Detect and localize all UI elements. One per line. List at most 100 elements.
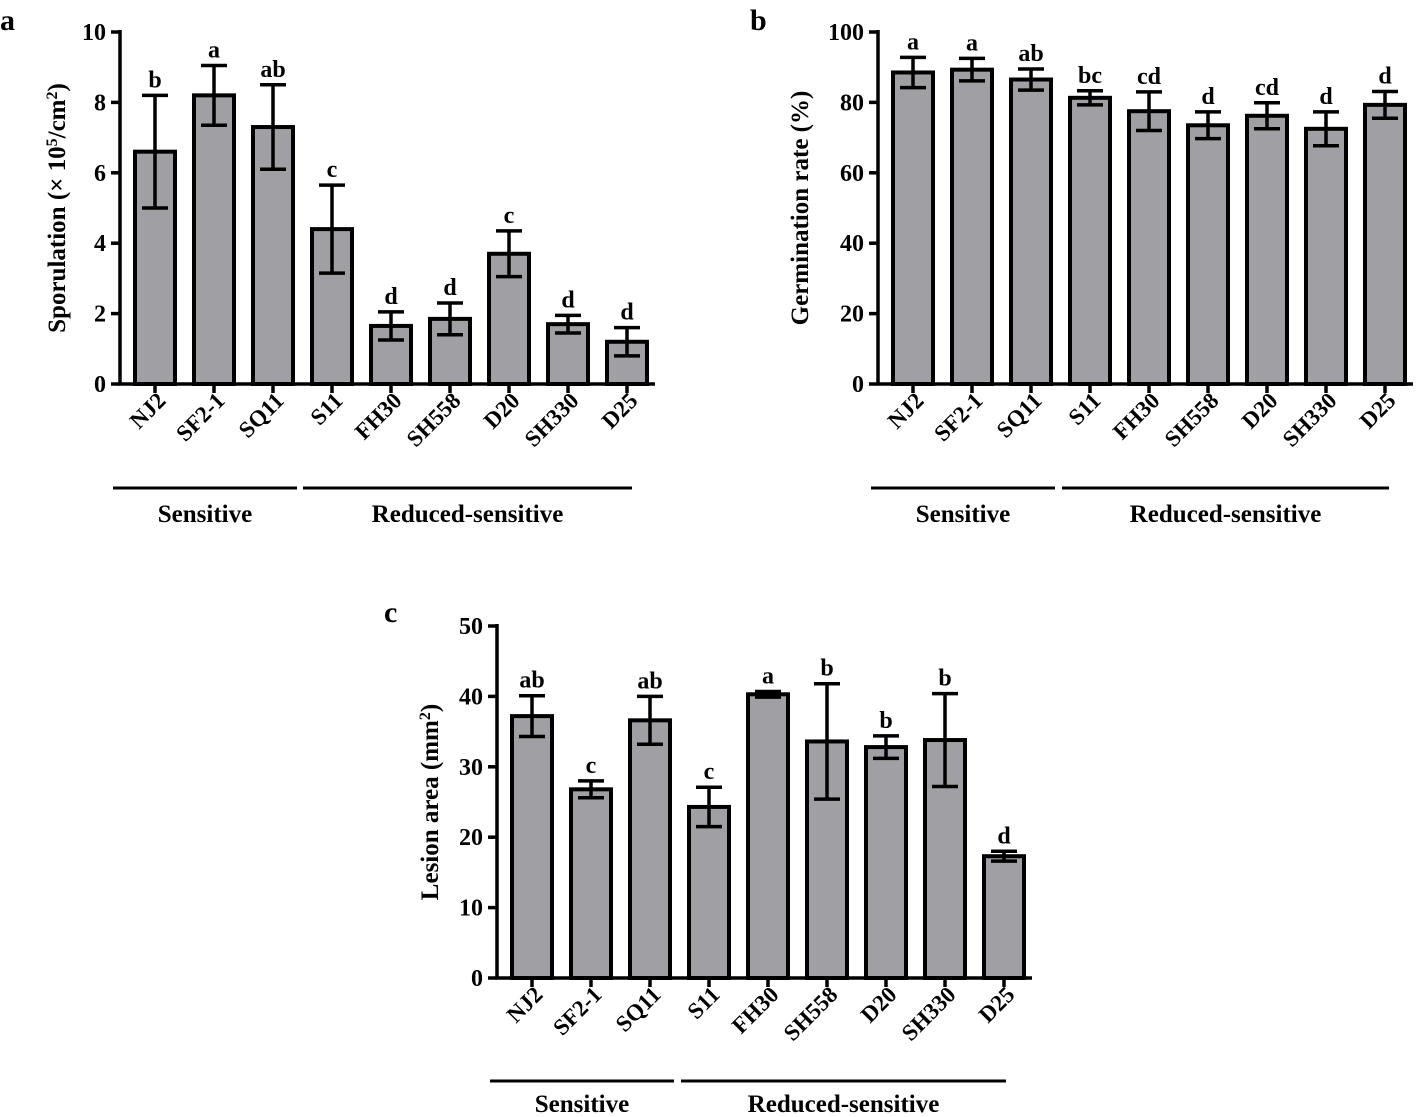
category-label: D20: [856, 982, 902, 1028]
category-label: D25: [597, 388, 643, 434]
bar: [891, 70, 935, 386]
significance-letter: c: [586, 753, 597, 779]
category-label: SF2-1: [171, 388, 229, 446]
significance-letter: ab: [519, 668, 544, 694]
group-label: Reduced-sensitive: [748, 1091, 940, 1117]
bar: [950, 67, 994, 386]
category-label: S11: [305, 388, 347, 430]
group-label: Sensitive: [916, 501, 1010, 528]
category-label: NJ2: [502, 982, 548, 1028]
significance-letter: d: [384, 284, 398, 310]
category-label: D25: [974, 982, 1020, 1028]
y-tick-label: 100: [828, 20, 864, 46]
y-axis-label-superscript: 5: [44, 138, 61, 146]
significance-letter: bc: [1078, 63, 1102, 89]
y-tick-label: 0: [471, 966, 483, 992]
y-tick-label: 40: [840, 231, 864, 257]
significance-letter: d: [1201, 84, 1215, 110]
group-label: Sensitive: [535, 1091, 629, 1117]
bar: [628, 718, 672, 980]
category-label: SQ11: [611, 982, 666, 1037]
category-label: SH558: [779, 982, 843, 1046]
category-label: FH30: [727, 982, 784, 1039]
significance-letter: d: [443, 275, 457, 301]
significance-letter: d: [1319, 84, 1333, 110]
significance-letter: b: [148, 67, 161, 93]
category-label: S11: [682, 982, 724, 1024]
significance-letter: d: [1378, 63, 1392, 89]
significance-letter: a: [966, 30, 978, 56]
bar: [192, 93, 236, 387]
significance-letter: ab: [260, 57, 285, 83]
bar: [1304, 126, 1348, 386]
significance-letter: d: [997, 823, 1011, 849]
bar: [864, 745, 908, 981]
y-tick-label: 2: [94, 302, 106, 328]
bar: [1363, 102, 1407, 386]
significance-letter: a: [907, 29, 919, 55]
significance-letter: ab: [1018, 41, 1043, 67]
y-axis-label: Germination rate (%): [787, 91, 814, 326]
significance-letter: c: [504, 203, 515, 229]
category-label: D25: [1355, 388, 1401, 434]
group-label: Sensitive: [158, 501, 252, 528]
category-label: FH30: [1108, 388, 1165, 445]
y-tick-label: 4: [94, 231, 106, 257]
category-label: SQ11: [992, 388, 1047, 443]
bar: [746, 692, 790, 981]
y-tick-label: 0: [852, 372, 864, 398]
significance-letter: d: [620, 300, 634, 326]
y-axis-label: Lesion area (mm2): [417, 704, 445, 900]
panel-label: c: [384, 596, 397, 629]
category-label: SQ11: [234, 388, 289, 443]
category-label: NJ2: [125, 388, 171, 434]
significance-letter: a: [208, 37, 220, 63]
category-label: SF2-1: [929, 388, 987, 446]
category-label: SF2-1: [548, 982, 606, 1040]
bar: [1186, 123, 1230, 386]
significance-letter: c: [327, 157, 338, 183]
bar: [569, 787, 613, 980]
category-label: SH558: [1160, 388, 1224, 452]
y-axis-label-end: ): [417, 704, 444, 712]
panel-label: b: [750, 4, 767, 37]
y-tick-label: 50: [459, 614, 483, 640]
category-label: D20: [1237, 388, 1283, 434]
significance-letter: ab: [637, 668, 662, 694]
bar: [1127, 109, 1171, 386]
significance-letter: a: [762, 663, 774, 689]
y-tick-label: 30: [459, 755, 483, 781]
y-tick-label: 40: [459, 684, 483, 710]
y-axis-label-unit: /cm: [44, 99, 71, 139]
significance-letter: b: [879, 708, 892, 734]
bar: [1009, 77, 1053, 387]
y-axis-label-end: ): [44, 83, 71, 91]
y-tick-label: 6: [94, 161, 106, 187]
significance-letter: cd: [1255, 75, 1280, 101]
category-label: SH558: [402, 388, 466, 452]
category-label: NJ2: [883, 388, 929, 434]
y-axis-label-superscript: 2: [44, 91, 61, 99]
category-label: S11: [1063, 388, 1105, 430]
y-tick-label: 60: [840, 161, 864, 187]
category-label: D20: [479, 388, 525, 434]
y-axis-label-main: Lesion area (mm: [417, 720, 444, 900]
significance-letter: b: [820, 656, 833, 682]
significance-letter: cd: [1137, 64, 1162, 90]
y-tick-label: 10: [82, 20, 106, 46]
panel-b: b 0 20 40 60 80 100 Germination rate (%) a NJ2 a SF…: [750, 4, 1413, 528]
category-label: FH30: [350, 388, 407, 445]
bar: [982, 854, 1026, 981]
y-axis-label-main: Germination rate (%): [787, 91, 814, 326]
panel-label: a: [0, 4, 15, 37]
significance-letter: c: [704, 759, 715, 785]
y-tick-label: 80: [840, 90, 864, 116]
y-tick-label: 10: [459, 896, 483, 922]
y-tick-label: 8: [94, 90, 106, 116]
y-tick-label: 0: [94, 372, 106, 398]
bar: [687, 804, 731, 980]
category-label: SH330: [897, 982, 961, 1046]
